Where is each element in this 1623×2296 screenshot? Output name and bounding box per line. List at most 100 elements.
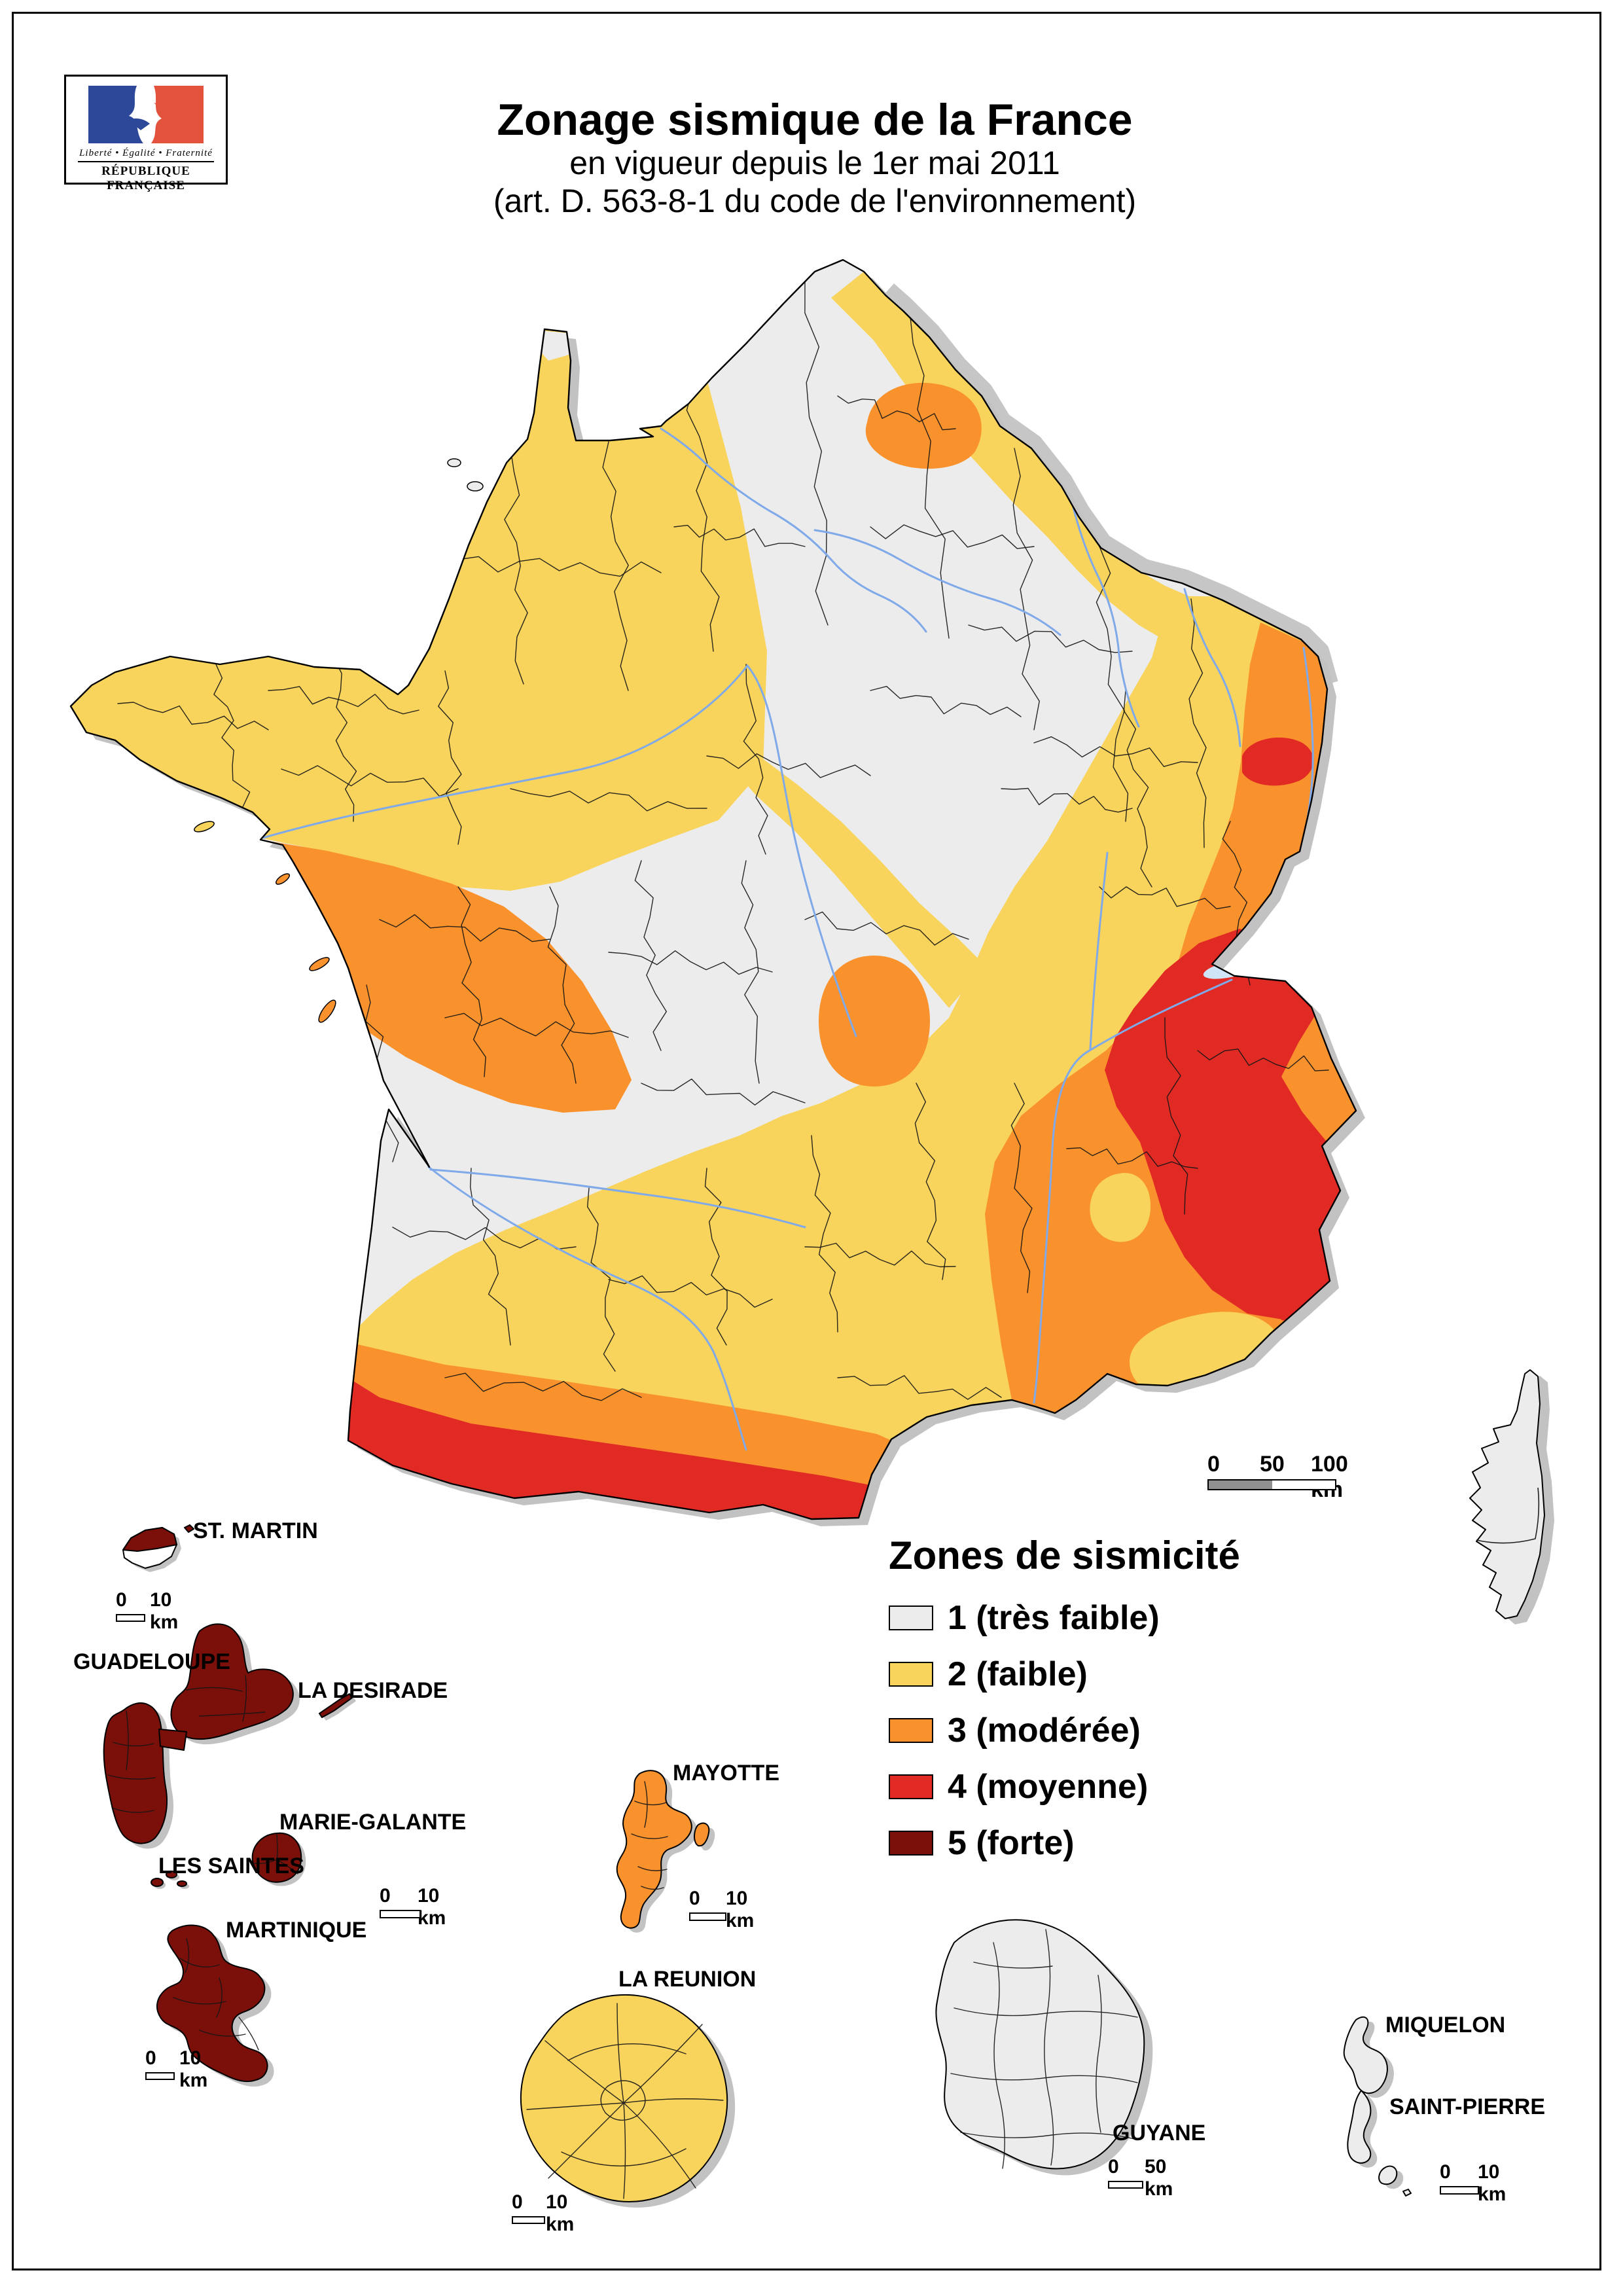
scale-zero: 0 [512, 2191, 523, 2213]
department-border-line [1033, 736, 1198, 767]
department-border-line [837, 1375, 1002, 1400]
map-legend: Zones de sismicité 1 (très faible) 2 (fa… [889, 1533, 1240, 1871]
department-border-line [837, 395, 956, 431]
belle-ile [194, 821, 215, 833]
page-title: Zonage sismique de la France [497, 95, 1133, 145]
legend-item: 4 (moyenne) [889, 1759, 1240, 1815]
island-label-mayotte: MAYOTTE [673, 1761, 780, 1785]
legend-label-zone5: 5 (forte) [948, 1824, 1075, 1862]
rivers [262, 427, 1314, 1451]
department-border-line [1099, 886, 1231, 910]
department-border-line [704, 1168, 728, 1346]
corsica-map-svg [1469, 1369, 1554, 1624]
france-map-svg [69, 259, 1365, 1526]
department-border-line [608, 950, 773, 975]
department-border-line [504, 448, 528, 685]
page-subtitle-1: en vigueur depuis le 1er mai 2011 [569, 145, 1060, 181]
mariegalante-map-svg [251, 1832, 306, 1886]
department-border-line [587, 1187, 616, 1372]
scale-end: 50 km [1145, 2156, 1173, 2200]
island-label-guyane: GUYANE [1113, 2121, 1206, 2145]
island-label-stmartin: ST. MARTIN [193, 1518, 318, 1543]
legend-title: Zones de sismicité [889, 1534, 1240, 1577]
scale-end: 10 km [150, 1589, 179, 1633]
stpierre-scale-bar: 0 10 km [1440, 2161, 1518, 2205]
scale-end: 10 km [179, 2047, 208, 2091]
department-border-line [804, 911, 969, 946]
legend-label-zone4: 4 (moyenne) [948, 1768, 1149, 1806]
legend-label-zone2: 2 (faible) [948, 1655, 1088, 1693]
stmartin-scale-bar: 0 10 km [116, 1589, 188, 1633]
republique-francaise-logo: Liberté • Égalité • Fraternité RÉPUBLIQU… [64, 75, 228, 192]
department-border-line [804, 1242, 956, 1268]
desirade-map-svg [319, 1693, 356, 1721]
island-label-martinique: MARTINIQUE [226, 1918, 367, 1943]
department-border-line [634, 860, 667, 1051]
department-border-line [1096, 546, 1129, 822]
legend-swatch-zone4 [889, 1774, 933, 1799]
scale-tick-100: 100 km [1311, 1452, 1348, 1502]
island-label-saintes: LES SAINTES [158, 1854, 304, 1878]
ile-de-re [309, 957, 330, 971]
page-subtitle-2: (art. D. 563-8-1 du code de l'environnem… [493, 183, 1137, 219]
department-border-line [673, 524, 806, 547]
noirmoutier [276, 873, 290, 885]
guadeloupe-map-svg [103, 1623, 300, 1849]
mariegalante-scale-bar: 0 10 km [380, 1885, 458, 1929]
department-border-line [602, 441, 629, 691]
department-border-line [1164, 1017, 1188, 1215]
saintes-map-svg [151, 1871, 189, 1889]
legend-label-zone3: 3 (modérée) [948, 1712, 1141, 1749]
department-border-line [870, 524, 1035, 549]
department-border-line [268, 686, 419, 715]
department-border-line [706, 753, 871, 778]
department-border-line [811, 1135, 838, 1333]
page-border [12, 12, 1601, 2270]
island-label-mariegalante: MARIE-GALANTE [279, 1810, 467, 1835]
logo-name: RÉPUBLIQUE FRANÇAISE [101, 164, 190, 192]
mayotte-map-svg [616, 1770, 715, 1933]
main-scale-bar: 0 50 100 km [1207, 1452, 1364, 1502]
department-border-line [743, 664, 768, 855]
island-label-miquelon: MIQUELON [1385, 2013, 1506, 2037]
legend-item: 1 (très faible) [889, 1590, 1240, 1646]
department-border-line [444, 1013, 629, 1038]
department-border-line [1188, 598, 1207, 848]
department-border-line [438, 670, 462, 845]
title-block: Zonage sismique de la France en vigueur … [366, 96, 1263, 220]
department-border-line [804, 278, 829, 626]
department-border-line [870, 686, 1022, 717]
stmartin-map-svg [122, 1524, 194, 1572]
france-coastline [69, 259, 1357, 1520]
martinique-scale-bar: 0 10 km [145, 2047, 217, 2091]
department-border-line [510, 788, 707, 812]
department-border-line [686, 382, 720, 652]
scale-zero: 0 [689, 1888, 700, 1909]
department-border-line [444, 1372, 642, 1401]
scale-zero: 0 [116, 1589, 127, 1611]
scale-zero: 0 [145, 2047, 156, 2069]
scale-end: 10 km [546, 2191, 575, 2235]
miquelon-stpierre-map-svg [1343, 2016, 1412, 2197]
legend-swatch-zone3 [889, 1718, 933, 1743]
channel-island [447, 458, 461, 467]
mayotte-scale-bar: 0 10 km [689, 1888, 768, 1931]
department-border-line [1001, 787, 1133, 813]
legend-item: 2 (faible) [889, 1646, 1240, 1702]
legend-label-zone1: 1 (très faible) [948, 1599, 1160, 1637]
scale-end: 10 km [418, 1885, 446, 1929]
department-border-line [1066, 1147, 1198, 1169]
department-border-line [281, 765, 459, 797]
department-border-line [379, 914, 550, 942]
department-border-line [457, 556, 662, 577]
department-border-line [641, 1078, 806, 1105]
department-border-line [213, 664, 251, 809]
scale-zero: 0 [1108, 2156, 1119, 2178]
scale-bar-filled-half [1209, 1480, 1272, 1489]
department-border-line [1012, 448, 1040, 730]
department-border-line [909, 310, 950, 639]
guyane-scale-bar: 0 50 km [1108, 2156, 1186, 2200]
department-border-line [1010, 1083, 1033, 1293]
scale-tick-50: 50 [1260, 1452, 1285, 1477]
